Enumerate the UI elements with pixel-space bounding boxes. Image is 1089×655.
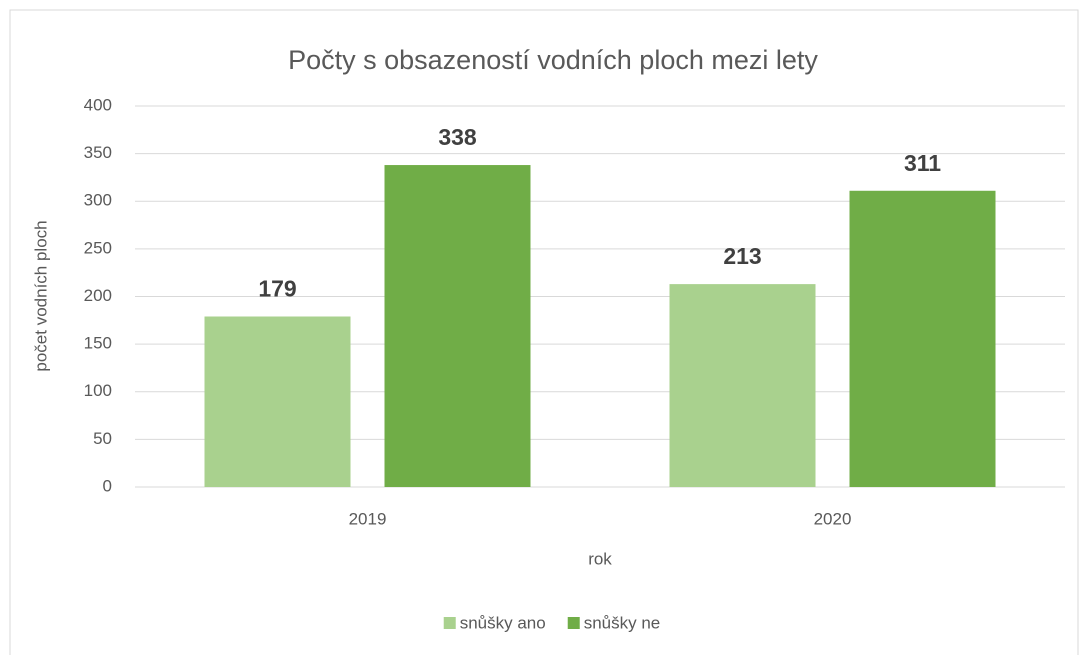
bar bbox=[204, 316, 351, 487]
x-tick-label: 2020 bbox=[814, 509, 852, 528]
x-axis-label: rok bbox=[588, 549, 612, 568]
y-axis-label: počet vodních ploch bbox=[31, 220, 50, 371]
bar bbox=[849, 190, 996, 487]
data-label: 179 bbox=[258, 276, 296, 302]
y-tick-label: 350 bbox=[84, 143, 112, 162]
y-tick-label: 0 bbox=[103, 476, 112, 495]
legend-swatch bbox=[567, 617, 580, 629]
bar bbox=[669, 284, 816, 487]
x-tick-label: 2019 bbox=[349, 509, 387, 528]
data-label: 338 bbox=[438, 124, 477, 150]
bar bbox=[384, 165, 531, 487]
data-label: 311 bbox=[904, 150, 941, 176]
legend-label: snůšky ano bbox=[460, 613, 546, 632]
y-tick-label: 300 bbox=[84, 191, 112, 210]
legend-label: snůšky ne bbox=[584, 613, 661, 632]
y-tick-label: 400 bbox=[84, 95, 112, 114]
chart-title: Počty s obsazeností vodních ploch mezi l… bbox=[288, 45, 818, 75]
y-tick-label: 250 bbox=[84, 238, 112, 257]
y-tick-label: 200 bbox=[84, 286, 112, 305]
legend-swatch bbox=[443, 617, 456, 629]
y-tick-label: 50 bbox=[93, 429, 112, 448]
y-tick-label: 100 bbox=[84, 381, 112, 400]
data-label: 213 bbox=[723, 243, 761, 269]
y-tick-label: 150 bbox=[84, 334, 112, 353]
